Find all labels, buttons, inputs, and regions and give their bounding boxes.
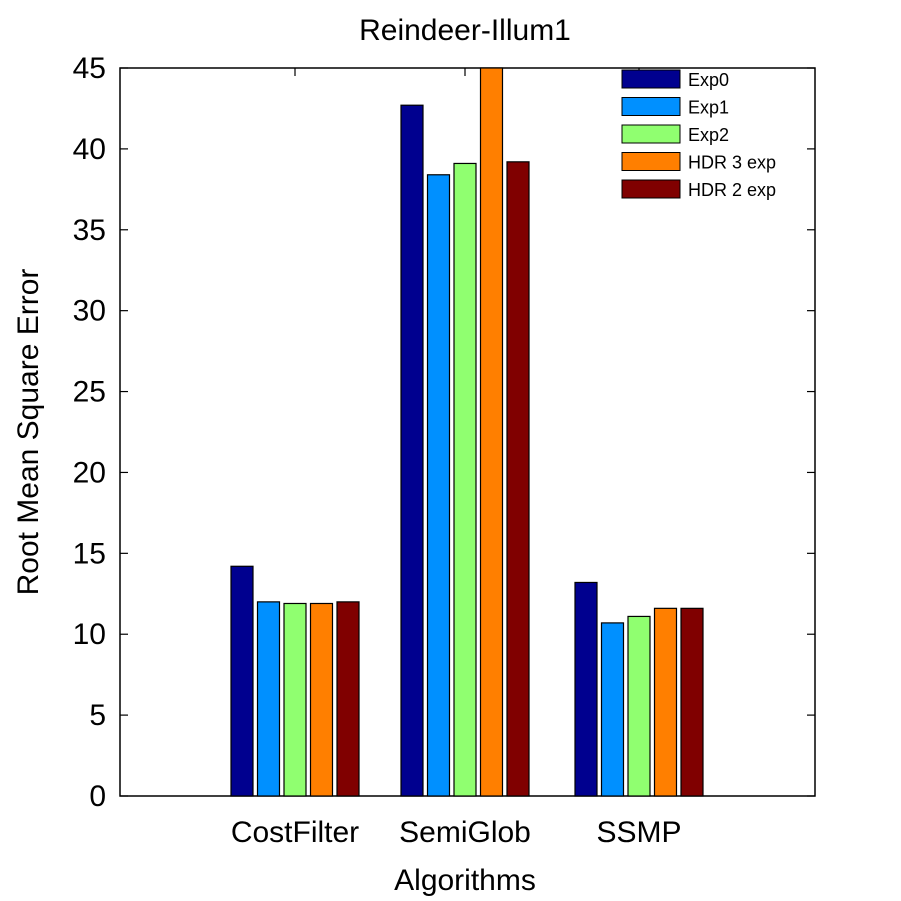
y-axis-ticks: 0 5 10 15 20 25 30 35 40 45 xyxy=(73,52,815,813)
legend-label: Exp0 xyxy=(688,70,729,90)
legend-swatch xyxy=(621,179,681,199)
legend-label: HDR 3 exp xyxy=(688,153,776,173)
x-tick-label: SemiGlob xyxy=(399,816,531,849)
y-tick-label: 5 xyxy=(89,699,106,732)
bar-hdr-3-exp-semiglob xyxy=(479,67,504,797)
bar-exp1-costfilter xyxy=(256,601,281,797)
y-tick-label: 20 xyxy=(73,456,106,489)
chart-title: Reindeer-Illum1 xyxy=(359,14,571,47)
bar-hdr-3-exp-ssmp xyxy=(653,607,678,797)
legend-swatch xyxy=(621,69,681,89)
bar-exp1-ssmp xyxy=(600,622,625,797)
x-tick-label: CostFilter xyxy=(231,816,359,849)
bar-hdr-2-exp-costfilter xyxy=(336,601,360,797)
bar-exp0-semiglob xyxy=(400,104,424,797)
legend-swatch xyxy=(621,124,681,144)
bar-hdr-3-exp-costfilter xyxy=(309,602,334,797)
bar-hdr-2-exp-semiglob xyxy=(506,161,530,797)
bars-group xyxy=(230,67,704,797)
x-tick-label: SSMP xyxy=(596,816,681,849)
bar-exp1-semiglob xyxy=(426,174,451,797)
y-tick-label: 30 xyxy=(73,295,106,328)
bar-exp0-ssmp xyxy=(574,581,598,797)
y-tick-label: 25 xyxy=(73,376,106,409)
bar-exp2-semiglob xyxy=(453,162,477,797)
legend-swatch xyxy=(621,97,681,116)
bar-exp2-costfilter xyxy=(283,602,307,797)
y-tick-label: 35 xyxy=(73,214,106,247)
y-tick-label: 40 xyxy=(73,133,106,166)
y-tick-label: 10 xyxy=(73,618,106,651)
legend-swatch xyxy=(621,152,681,171)
x-axis-ticks: CostFilter SemiGlob SSMP xyxy=(231,68,682,849)
x-axis-label: Algorithms xyxy=(394,864,536,897)
legend: Exp0 Exp1 Exp2 HDR 3 exp HDR 2 exp xyxy=(621,69,776,200)
legend-label: HDR 2 exp xyxy=(688,180,776,200)
y-tick-label: 0 xyxy=(89,780,106,813)
bar-exp2-ssmp xyxy=(627,615,651,797)
legend-label: Exp2 xyxy=(688,125,729,145)
bar-hdr-2-exp-ssmp xyxy=(680,607,704,797)
y-tick-label: 45 xyxy=(73,52,106,85)
legend-label: Exp1 xyxy=(688,98,729,118)
y-axis-label: Root Mean Square Error xyxy=(12,269,45,596)
bar-exp0-costfilter xyxy=(230,565,254,797)
y-tick-label: 15 xyxy=(73,537,106,570)
